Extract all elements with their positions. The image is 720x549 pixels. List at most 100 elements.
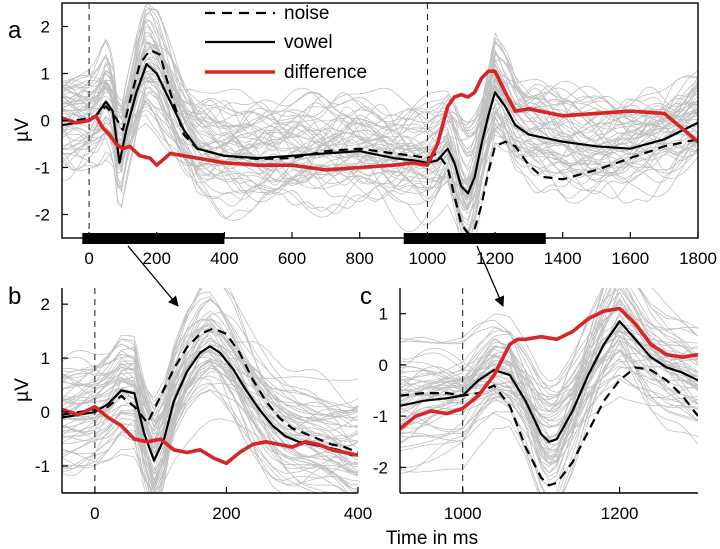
- panel-a-y-label: µV: [12, 118, 33, 142]
- background-trace: [62, 80, 698, 238]
- background-trace: [62, 40, 698, 168]
- y-tick-label: 2: [41, 295, 50, 314]
- background-trace: [62, 48, 698, 197]
- background-trace: [62, 340, 358, 428]
- y-tick-label: 2: [41, 18, 50, 37]
- panel-c-series: [400, 306, 698, 487]
- x-tick-label: 1400: [544, 249, 582, 268]
- panel-a-x-ticks: 0 200 400 600 800 1000 1200 1400 1600 1800: [84, 232, 717, 268]
- panel-b-letter: b: [8, 283, 21, 310]
- background-trace: [400, 326, 698, 493]
- zoom-arrow-b: [127, 245, 179, 307]
- stimulus-bar: [82, 233, 225, 244]
- panel-b-y-ticks: -1 0 1 2: [35, 295, 68, 476]
- background-trace: [400, 348, 698, 454]
- x-tick-label: 600: [278, 249, 306, 268]
- background-trace: [400, 365, 698, 428]
- x-axis-title: Time in ms: [386, 528, 478, 549]
- background-trace: [62, 350, 358, 417]
- background-trace: [62, 389, 318, 493]
- background-trace: [62, 382, 358, 444]
- panel-a-y-ticks: -2 -1 0 1 2: [35, 18, 68, 225]
- x-tick-label: 1200: [476, 249, 514, 268]
- x-tick-label: 1000: [444, 504, 482, 523]
- y-tick-label: 0: [379, 356, 388, 375]
- series-vowel: [62, 62, 698, 195]
- panel-b-x-ticks: 0 200 400: [90, 487, 372, 523]
- background-trace: [62, 73, 698, 162]
- background-trace: [400, 300, 698, 465]
- background-trace: [62, 80, 698, 134]
- y-tick-label: 1: [379, 305, 388, 324]
- panel-b-background-traces: [62, 288, 358, 493]
- y-tick-label: -1: [35, 457, 50, 476]
- background-trace: [400, 374, 698, 429]
- x-tick-label: 1200: [601, 504, 639, 523]
- series-noise: [62, 48, 698, 235]
- background-trace: [400, 314, 698, 478]
- panel-a-series: [62, 48, 698, 235]
- background-trace: [62, 382, 358, 493]
- background-trace: [62, 358, 358, 421]
- panel-a: -2 -1 0 1 2 0 200 400 600 800 1000 1200 1400 1600 180…: [8, 2, 717, 268]
- series-noise: [400, 366, 698, 487]
- zoom-arrow-c: [476, 245, 505, 307]
- x-tick-label: 0: [90, 504, 99, 523]
- background-trace: [62, 376, 358, 481]
- legend: noise vowel difference: [205, 3, 367, 83]
- x-tick-label: 1000: [408, 249, 446, 268]
- panel-c-letter: c: [360, 283, 372, 310]
- x-tick-label: 200: [212, 504, 240, 523]
- panel-c-background-traces: [400, 288, 698, 493]
- background-trace: [400, 319, 698, 400]
- background-trace: [62, 109, 698, 185]
- background-trace: [62, 60, 698, 212]
- x-tick-label: 400: [210, 249, 238, 268]
- legend-label-difference: difference: [284, 62, 367, 83]
- x-tick-label: 400: [344, 504, 372, 523]
- x-tick-label: 0: [84, 249, 93, 268]
- panel-a-stimulus-bars: [82, 233, 546, 244]
- background-trace: [400, 329, 698, 398]
- panel-c: -2 -1 0 1 1000 1200 c: [360, 283, 698, 523]
- background-trace: [62, 44, 698, 138]
- background-trace: [400, 323, 698, 394]
- background-trace: [400, 349, 698, 458]
- background-trace: [62, 46, 698, 134]
- panel-b: -1 0 1 2 0 200 400 b µV: [8, 283, 372, 523]
- background-trace: [62, 20, 698, 211]
- background-trace: [62, 7, 698, 199]
- background-trace: [62, 18, 698, 186]
- background-trace: [400, 345, 698, 419]
- x-tick-label: 800: [346, 249, 374, 268]
- background-trace: [62, 354, 358, 450]
- background-trace: [62, 19, 698, 162]
- y-tick-label: -1: [373, 407, 388, 426]
- background-trace: [62, 371, 358, 481]
- panel-a-letter: a: [8, 17, 22, 44]
- x-tick-label: 1600: [611, 249, 649, 268]
- background-trace: [62, 357, 358, 417]
- y-tick-label: -2: [35, 206, 50, 225]
- background-trace: [400, 288, 698, 459]
- background-trace: [62, 331, 358, 477]
- background-trace: [400, 306, 698, 387]
- stimulus-bar: [403, 233, 546, 244]
- background-trace: [62, 87, 698, 232]
- background-trace: [400, 334, 698, 430]
- series-vowel: [400, 320, 698, 443]
- series-difference: [400, 306, 698, 431]
- y-tick-label: 1: [41, 349, 50, 368]
- background-trace: [62, 388, 358, 493]
- background-trace: [62, 359, 358, 490]
- panel-b-y-label: µV: [12, 378, 33, 402]
- y-tick-label: -1: [35, 159, 50, 178]
- background-trace: [400, 311, 698, 481]
- series-difference: [62, 404, 358, 466]
- panel-c-y-ticks: -2 -1 0 1: [373, 305, 406, 477]
- background-trace: [62, 342, 331, 493]
- background-trace: [400, 288, 698, 408]
- y-tick-label: 0: [41, 112, 50, 131]
- x-tick-label: 1800: [679, 249, 717, 268]
